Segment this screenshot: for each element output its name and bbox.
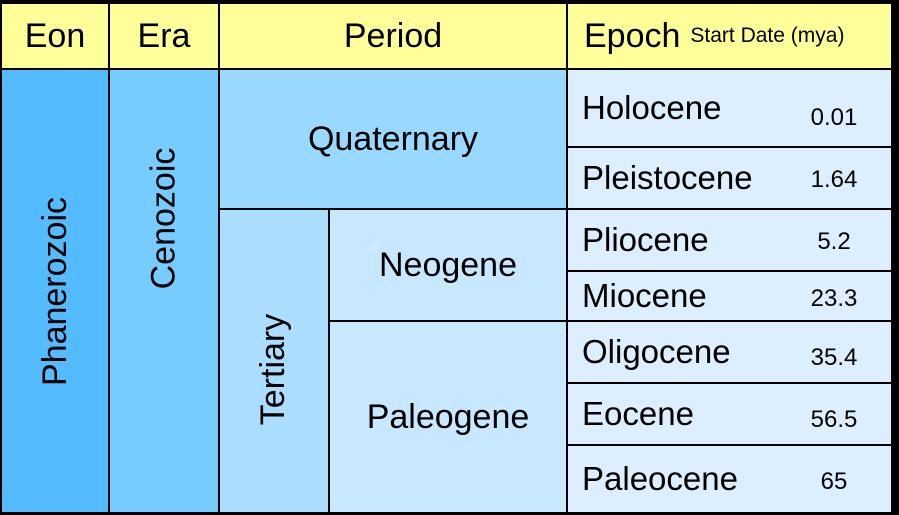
epoch-row: Paleocene 65 [566, 444, 893, 514]
eon-cell: Phanerozoic [0, 68, 110, 514]
period-tertiary: Tertiary [218, 208, 330, 514]
period-neogene: Neogene [328, 208, 568, 322]
header-era-label: Era [137, 16, 191, 55]
epoch-start-date: 23.3 [810, 285, 858, 312]
header-epoch-sublabel: Start Date (mya) [690, 24, 845, 47]
epoch-row: Oligocene 35.4 [566, 320, 893, 384]
epoch-start-date: 35.4 [810, 344, 858, 371]
period-paleogene-label: Paleogene [366, 397, 530, 436]
header-era: Era [108, 2, 220, 70]
header-epoch-label: Epoch [584, 16, 681, 55]
header-eon-label: Eon [24, 16, 86, 55]
epoch-name: Holocene [582, 89, 722, 126]
era-cell: Cenozoic [108, 68, 220, 514]
epoch-row: Pleistocene 1.64 [566, 146, 893, 210]
epoch-row: Holocene 0.01 [566, 68, 893, 148]
header-period: Period [218, 2, 568, 70]
epoch-name: Oligocene [582, 333, 731, 370]
epoch-start-date: 5.2 [817, 228, 851, 255]
header-eon: Eon [0, 2, 110, 70]
header-period-label: Period [343, 16, 443, 55]
period-tertiary-label: Tertiary [254, 313, 293, 425]
period-paleogene: Paleogene [328, 320, 568, 514]
epoch-name: Pleistocene [582, 159, 753, 196]
epoch-name: Pliocene [582, 221, 709, 258]
period-quaternary-label: Quaternary [307, 119, 479, 158]
epoch-name: Miocene [582, 277, 707, 314]
period-neogene-label: Neogene [378, 245, 517, 284]
epoch-start-date: 56.5 [810, 406, 858, 433]
header-epoch: Epoch Start Date (mya) [566, 2, 893, 70]
eon-label: Phanerozoic [35, 196, 74, 386]
epoch-row: Eocene 56.5 [566, 382, 893, 446]
epoch-name: Paleocene [582, 460, 738, 497]
era-label: Cenozoic [144, 147, 183, 289]
epoch-name: Eocene [582, 395, 694, 432]
epoch-start-date: 65 [820, 468, 848, 495]
epoch-row: Miocene 23.3 [566, 270, 893, 322]
epoch-row: Pliocene 5.2 [566, 208, 893, 272]
epoch-start-date: 1.64 [810, 166, 858, 193]
epoch-start-date: 0.01 [810, 104, 858, 131]
period-quaternary: Quaternary [218, 68, 568, 210]
